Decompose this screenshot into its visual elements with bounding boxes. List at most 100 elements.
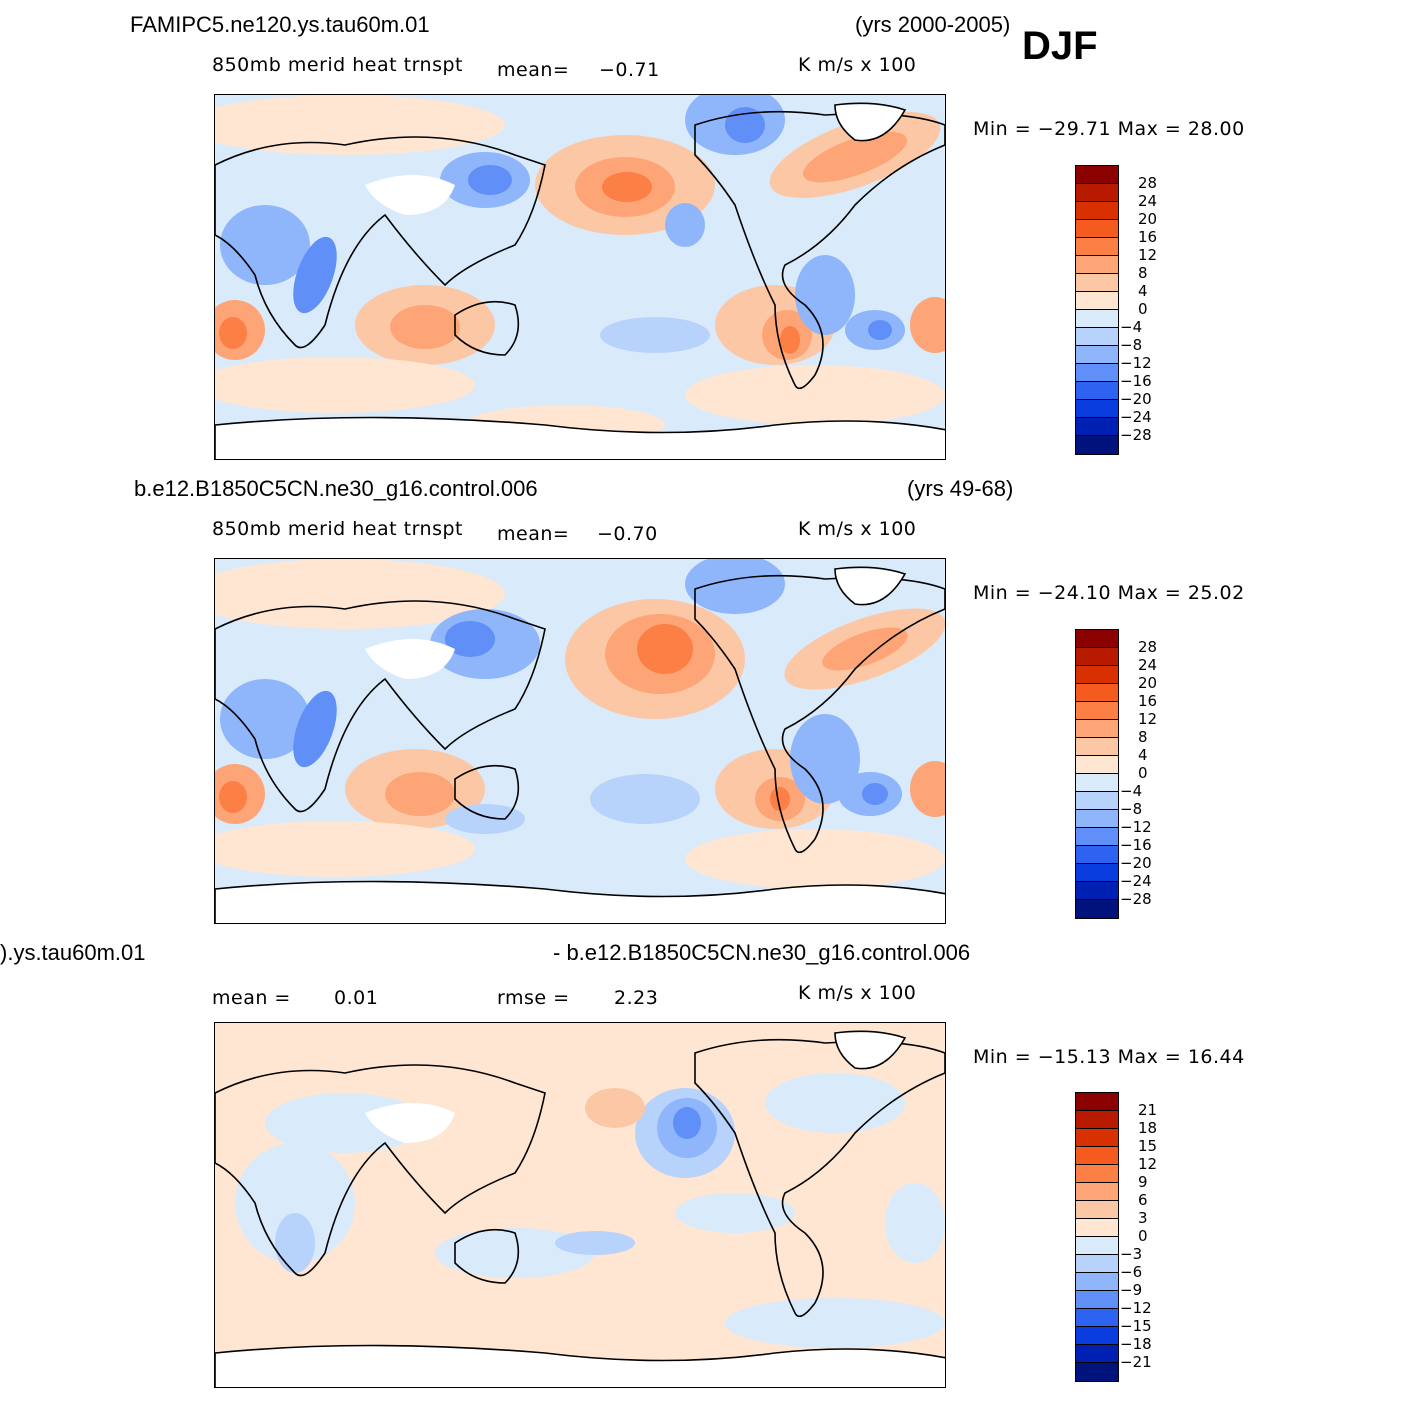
colorbar-cell — [1076, 648, 1118, 666]
panel1-minmax: Min = −29.71 Max = 28.00 — [973, 118, 1245, 140]
colorbar-tick-label: −4 — [1120, 318, 1143, 336]
panel2-variable: 850mb merid heat trnspt — [212, 518, 464, 540]
colorbar-cell — [1076, 238, 1118, 256]
colorbar-tick-label: 12 — [1138, 246, 1158, 264]
panel1-units: K m/s x 100 — [798, 54, 917, 76]
colorbar-tick-label: 3 — [1138, 1209, 1148, 1227]
colorbar-cell — [1076, 364, 1118, 382]
colorbar-cell — [1076, 1237, 1118, 1255]
colorbar-tick-label: 21 — [1138, 1101, 1158, 1119]
panel3-colorbar — [1075, 1092, 1119, 1382]
colorbar-cell — [1076, 774, 1118, 792]
colorbar-tick-label: −4 — [1120, 782, 1143, 800]
colorbar-tick-label: 15 — [1138, 1137, 1158, 1155]
colorbar-cell — [1076, 274, 1118, 292]
colorbar-tick-label: −9 — [1120, 1281, 1143, 1299]
panel1-map — [214, 94, 946, 460]
colorbar-tick-label: −3 — [1120, 1245, 1143, 1263]
colorbar-cell — [1076, 810, 1118, 828]
panel1-mean-label: mean= — [497, 59, 570, 81]
colorbar-cell — [1076, 684, 1118, 702]
colorbar-tick-label: −8 — [1120, 800, 1143, 818]
colorbar-tick-label: 18 — [1138, 1119, 1158, 1137]
colorbar-cell — [1076, 666, 1118, 684]
panel1-map-field — [215, 95, 945, 459]
colorbar-cell — [1076, 1093, 1118, 1111]
colorbar-cell — [1076, 720, 1118, 738]
colorbar-tick-label: 4 — [1138, 746, 1148, 764]
colorbar-cell — [1076, 1219, 1118, 1237]
colorbar-tick-label: 24 — [1138, 656, 1158, 674]
colorbar-cell — [1076, 864, 1118, 882]
colorbar-cell — [1076, 202, 1118, 220]
colorbar-tick-label: −16 — [1120, 372, 1152, 390]
colorbar-tick-label: 20 — [1138, 674, 1158, 692]
colorbar-cell — [1076, 1363, 1118, 1381]
colorbar-cell — [1076, 738, 1118, 756]
colorbar-cell — [1076, 828, 1118, 846]
colorbar-tick-label: −6 — [1120, 1263, 1143, 1281]
colorbar-cell — [1076, 220, 1118, 238]
colorbar-tick-label: −18 — [1120, 1335, 1152, 1353]
colorbar-cell — [1076, 1255, 1118, 1273]
panel3-case-left: ).ys.tau60m.01 — [0, 940, 146, 965]
colorbar-tick-label: 0 — [1138, 300, 1148, 318]
panel2-units: K m/s x 100 — [798, 518, 917, 540]
colorbar-tick-label: 16 — [1138, 228, 1158, 246]
colorbar-cell — [1076, 184, 1118, 202]
panel1-colorbar — [1075, 165, 1119, 455]
colorbar-tick-label: −24 — [1120, 408, 1152, 426]
colorbar-cell — [1076, 436, 1118, 454]
panel1-case-name: FAMIPC5.ne120.ys.tau60m.01 — [130, 12, 430, 37]
colorbar-cell — [1076, 1111, 1118, 1129]
colorbar-cell — [1076, 846, 1118, 864]
colorbar-cell — [1076, 1147, 1118, 1165]
colorbar-cell — [1076, 256, 1118, 274]
colorbar-tick-label: −12 — [1120, 354, 1152, 372]
colorbar-cell — [1076, 702, 1118, 720]
colorbar-cell — [1076, 1201, 1118, 1219]
colorbar-tick-label: 28 — [1138, 174, 1158, 192]
panel3-units: K m/s x 100 — [798, 982, 917, 1004]
colorbar-cell — [1076, 1345, 1118, 1363]
panel2-mean-label: mean= — [497, 523, 570, 545]
panel3-rmse-label: rmse = — [497, 987, 570, 1009]
colorbar-cell — [1076, 1327, 1118, 1345]
colorbar-cell — [1076, 1273, 1118, 1291]
panel3-mean-value: 0.01 — [334, 987, 379, 1009]
panel1-years: (yrs 2000-2005) — [855, 12, 1011, 37]
panel2-minmax: Min = −24.10 Max = 25.02 — [973, 582, 1245, 604]
colorbar-cell — [1076, 310, 1118, 328]
panel2-colorbar — [1075, 629, 1119, 919]
panel2-map — [214, 558, 946, 924]
colorbar-tick-label: −15 — [1120, 1317, 1152, 1335]
colorbar-tick-label: −8 — [1120, 336, 1143, 354]
colorbar-tick-label: 28 — [1138, 638, 1158, 656]
colorbar-cell — [1076, 292, 1118, 310]
panel3-minmax: Min = −15.13 Max = 16.44 — [973, 1046, 1245, 1068]
colorbar-cell — [1076, 346, 1118, 364]
colorbar-cell — [1076, 328, 1118, 346]
colorbar-cell — [1076, 1183, 1118, 1201]
colorbar-cell — [1076, 1165, 1118, 1183]
colorbar-cell — [1076, 900, 1118, 918]
colorbar-tick-label: 0 — [1138, 764, 1148, 782]
colorbar-tick-label: 12 — [1138, 1155, 1158, 1173]
colorbar-tick-label: 4 — [1138, 282, 1148, 300]
colorbar-cell — [1076, 1291, 1118, 1309]
season-label: DJF — [1022, 24, 1098, 68]
colorbar-tick-label: 9 — [1138, 1173, 1148, 1191]
colorbar-tick-label: 0 — [1138, 1227, 1148, 1245]
panel1-variable: 850mb merid heat trnspt — [212, 54, 464, 76]
colorbar-tick-label: −28 — [1120, 890, 1152, 908]
panel2-mean-value: −0.70 — [597, 523, 658, 545]
colorbar-tick-label: −21 — [1120, 1353, 1152, 1371]
colorbar-cell — [1076, 400, 1118, 418]
colorbar-tick-label: −24 — [1120, 872, 1152, 890]
colorbar-cell — [1076, 792, 1118, 810]
colorbar-tick-label: −16 — [1120, 836, 1152, 854]
colorbar-cell — [1076, 882, 1118, 900]
colorbar-cell — [1076, 382, 1118, 400]
colorbar-cell — [1076, 756, 1118, 774]
colorbar-cell — [1076, 1129, 1118, 1147]
